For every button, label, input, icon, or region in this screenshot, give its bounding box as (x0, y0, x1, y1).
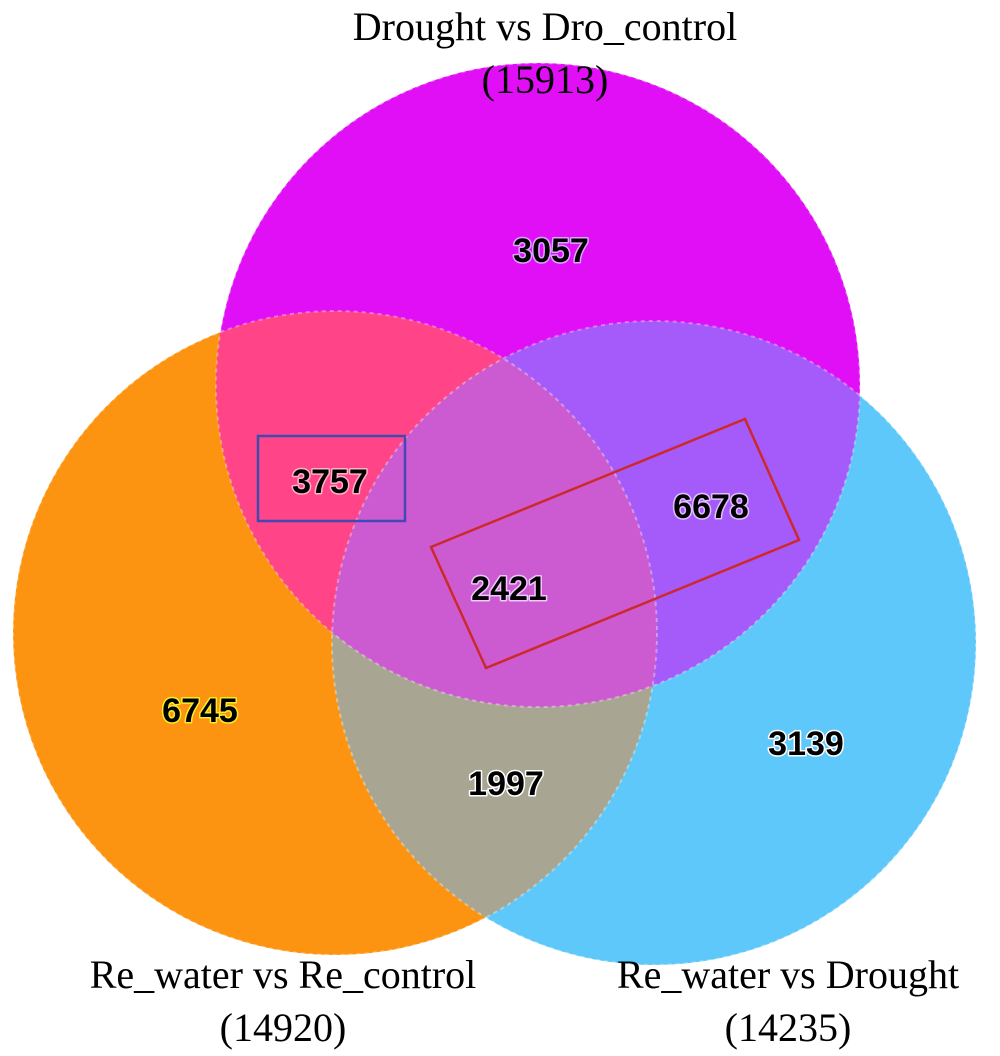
count-all-three: 2421 (471, 570, 547, 608)
set-total-left: (14920) (220, 1005, 347, 1050)
outline-top (215, 62, 861, 708)
set-total-top: (15913) (482, 57, 609, 102)
count-top-only: 3057 (513, 232, 589, 270)
overlap-all-three (332, 321, 657, 707)
outline-left (12, 310, 658, 956)
count-left-right: 1997 (468, 765, 544, 803)
set-label-top: Drought vs Dro_control (353, 4, 737, 49)
count-right-only: 3139 (768, 725, 844, 763)
highlight-box-3757 (256, 434, 407, 523)
set-label-left: Re_water vs Re_control (90, 952, 477, 997)
count-top-left: 3757 (292, 463, 368, 501)
outline-right (331, 320, 977, 966)
count-top-right: 6678 (673, 488, 749, 526)
count-left-only: 6745 (162, 692, 238, 730)
highlight-box-2421-6678 (429, 417, 801, 670)
set-total-right: (14235) (725, 1005, 852, 1050)
set-label-right: Re_water vs Drought (617, 952, 959, 997)
